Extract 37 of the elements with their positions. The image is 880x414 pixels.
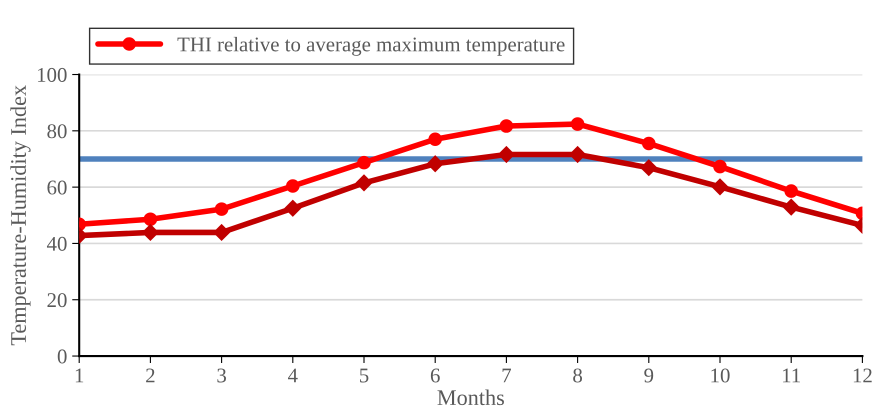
y-tick-label: 100 [38, 68, 67, 82]
x-tick-label: 5 [360, 368, 368, 383]
x-tick-label: 7 [502, 368, 512, 382]
x-tick-label: 11 [783, 368, 800, 382]
y-axis-title: Temperature-Humidity Index [10, 85, 31, 346]
y-tick-label: 80 [47, 124, 67, 138]
point [712, 178, 728, 196]
x-tick-label: 8 [573, 368, 582, 383]
point [713, 160, 727, 174]
x-tick-label: 12 [854, 368, 872, 382]
y-tick-label: 60 [47, 180, 67, 195]
y-tick-label: 0 [58, 349, 67, 364]
point [428, 132, 442, 146]
point [784, 184, 798, 198]
point [144, 212, 158, 226]
point [500, 119, 514, 133]
point [286, 179, 300, 193]
point [356, 174, 372, 192]
x-tick-label: 9 [644, 368, 654, 383]
legend-label: THI relative to average maximum temperature [177, 36, 565, 56]
x-tick-label: 1 [76, 368, 84, 382]
x-tick-label: 2 [146, 368, 154, 382]
x-tick-label: 6 [430, 368, 440, 383]
point [570, 117, 584, 131]
y-tick-label: 40 [46, 236, 67, 251]
point [640, 159, 658, 176]
x-axis-title: Months [437, 390, 504, 406]
x-tick-label: 3 [217, 368, 226, 383]
point [782, 198, 800, 216]
point [284, 200, 302, 217]
x-tick-label: 10 [711, 368, 730, 383]
x-tick-label: 4 [288, 368, 298, 382]
point [426, 155, 444, 172]
point [214, 202, 228, 216]
point [642, 136, 656, 150]
point [357, 156, 371, 170]
y-tick-label: 20 [47, 293, 67, 308]
